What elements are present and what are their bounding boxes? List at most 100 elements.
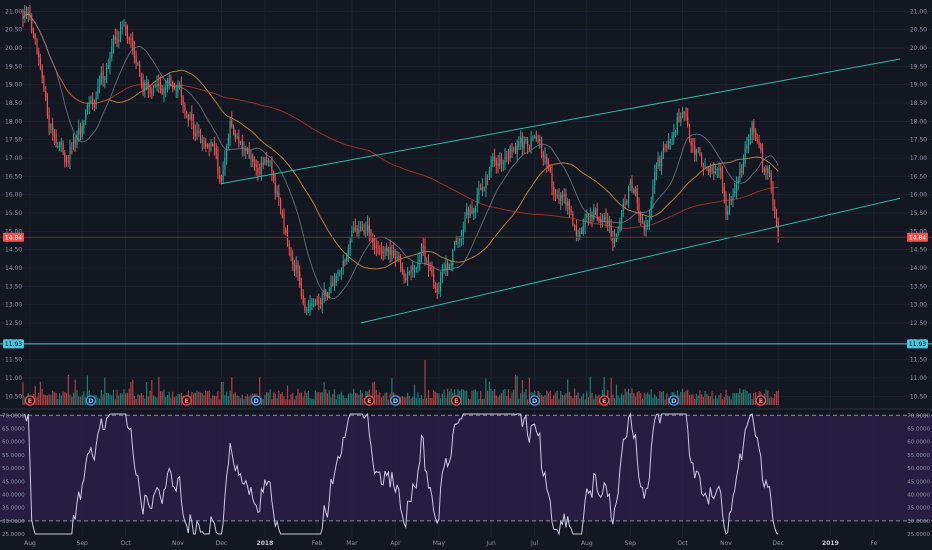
candle-body [339,272,341,274]
volume-bar [212,395,214,405]
candle-body [333,280,336,286]
y-tick-label-right: 16.00 [910,192,927,199]
candle-body [626,201,628,203]
dividend-marker[interactable] [85,395,97,406]
earnings-marker-label: E [184,397,188,405]
candle-body [685,112,687,116]
earnings-marker[interactable] [364,395,375,406]
channel-line[interactable] [221,58,901,185]
x-tick-label: 2018 [257,540,274,547]
volume-bar [38,393,40,405]
candle-body [52,124,54,132]
candle-body [617,231,619,236]
volume-bar [426,397,428,405]
dividend-marker[interactable] [251,395,262,406]
candle-body [234,133,236,140]
candle-body [175,90,177,92]
candle-body [179,84,181,88]
candle-body [530,137,532,149]
candle-body [377,247,379,249]
volume-bar [746,390,748,405]
candle-body [72,138,75,148]
candle-body [259,171,261,173]
volume-bar [403,397,405,405]
volume-bar [765,389,767,405]
candle-body [92,98,94,105]
volume-bar [551,399,553,405]
candle-body [680,116,682,122]
earnings-marker[interactable] [451,395,462,406]
dividend-marker[interactable] [390,395,401,406]
volume-bar [638,391,640,405]
volume-bar [735,392,737,405]
volume-bar [739,388,741,405]
candle-body [144,82,146,91]
volume-bar [354,392,356,405]
channel-line[interactable] [360,197,901,324]
candle-body [135,55,137,63]
volume-bar [474,389,476,405]
earnings-marker[interactable] [24,395,36,406]
earnings-marker[interactable] [599,395,610,406]
volume-bar [180,393,182,405]
volume-bar [248,396,250,405]
x-tick-label: Dec [216,540,228,547]
candle-body [396,256,398,258]
candle-body [581,231,583,233]
volume-bar [173,397,175,405]
volume-bar [389,393,391,405]
volume-bar [156,397,158,405]
earnings-marker[interactable] [755,395,767,406]
candle-body [356,228,358,234]
volume-bar [521,380,523,405]
candle-body [415,268,417,270]
candle-body [664,146,666,148]
volume-bar [83,391,85,405]
volume-bar [210,398,212,405]
candle-body [514,149,517,152]
candle-body [86,105,88,112]
earnings-marker-label: E [367,397,371,405]
volume-bar [344,398,346,405]
volume-bar [231,377,233,405]
candle-body [152,87,155,93]
volume-bar [360,389,362,405]
candle-body [647,223,649,225]
candle-body [309,303,311,311]
candle-body [746,145,748,149]
x-tick-label: May [433,540,446,547]
volume-bar [213,395,215,405]
volume-bar [316,392,318,405]
y-tick-label-left: 18.00 [5,118,22,125]
volume-bar [203,395,205,405]
candle-body [365,229,367,231]
candle-body [46,96,48,117]
dividend-marker[interactable] [529,395,540,406]
volume-bar [575,395,577,405]
earnings-marker[interactable] [181,395,192,406]
candle-body [504,156,506,163]
volume-bar [579,398,581,405]
candle-body [83,123,85,129]
volume-bar [507,389,510,405]
volume-bar [107,393,109,405]
candle-body [474,207,476,212]
candle-body [69,147,71,161]
volume-bar [382,395,384,405]
oscillator-tick-left: 35.0000 [2,506,25,512]
volume-bar [546,390,548,405]
candle-body [380,249,383,254]
y-tick-label-left: 14.50 [5,247,22,254]
candle-body [32,31,35,36]
candle-body [668,141,670,148]
candle-body [688,127,691,141]
candle-body [676,117,678,134]
volume-bar [420,395,423,405]
candle-body [302,294,304,304]
candle-body [112,37,115,48]
volume-bar [443,389,445,405]
trend-channel[interactable] [221,58,901,324]
dividend-marker[interactable] [668,395,680,406]
